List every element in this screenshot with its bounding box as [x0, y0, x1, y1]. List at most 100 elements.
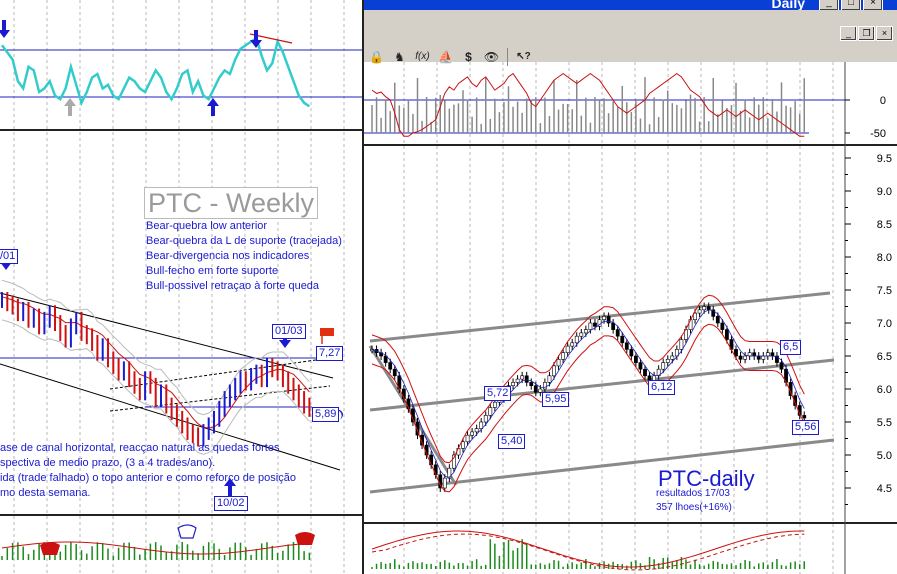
daily-envelope-lower — [371, 323, 805, 493]
daily-candle — [724, 329, 729, 340]
daily-candle — [520, 375, 525, 380]
zoom-icon[interactable]: ♞ — [394, 50, 405, 64]
daily-price-tick-label: 6.0 — [877, 384, 892, 396]
daily-candle — [415, 421, 420, 436]
daily-price-tick-label: 9.0 — [877, 186, 892, 198]
daily-candle — [734, 349, 738, 357]
weekly-date-label-bottom: 10/02 — [214, 496, 248, 511]
daily-channel-lower — [369, 438, 835, 494]
daily-price-tick-label: 4.5 — [877, 483, 892, 495]
daily-candle — [633, 355, 638, 363]
weekly-price-label-low: 5,89 — [312, 407, 340, 422]
daily-label-572: 5,72 — [484, 386, 512, 401]
weekly-note-5: Bull-possivel retraçao à forte queda — [146, 280, 320, 292]
binoculars-icon[interactable]: 👁 — [483, 50, 500, 64]
daily-candle — [543, 382, 547, 390]
sell-arrow-icon — [279, 330, 291, 348]
daily-title: PTC-daily — [658, 466, 755, 491]
daily-candle — [679, 339, 684, 350]
window-titlebar: Daily _ □ × — [364, 0, 897, 11]
daily-candle — [552, 365, 556, 377]
bull-icon — [177, 524, 197, 539]
daily-candle — [693, 312, 697, 321]
mdi-controls: _ ❐ × — [839, 23, 893, 41]
daily-candle — [593, 322, 597, 327]
daily-candle — [643, 368, 647, 377]
daily-candle — [752, 352, 757, 357]
weekly-price-label-high: 7,27 — [316, 346, 344, 361]
sell-arrow-icon — [0, 20, 10, 38]
daily-candle — [665, 358, 670, 363]
daily-candle — [574, 335, 579, 344]
weekly-oscillator-line — [0, 36, 311, 108]
daily-candle — [802, 415, 807, 419]
daily-candle — [715, 316, 720, 324]
bear-icon — [295, 532, 315, 545]
dollar-icon[interactable]: $ — [465, 50, 472, 64]
mdi-close-button[interactable]: × — [876, 26, 893, 41]
daily-candle — [624, 342, 629, 350]
toolbar-separator — [507, 48, 508, 66]
daily-candle — [615, 329, 620, 337]
weekly-date-label-mid: 01/03 — [272, 324, 306, 339]
weekly-envelope-lower — [1, 319, 310, 455]
daily-label-612: 6,12 — [648, 380, 676, 395]
daily-channel-middle — [369, 358, 835, 412]
weekly-chart-pane: PTC - Weekly Bear-quebra low anterior Be… — [0, 0, 364, 574]
daily-candle — [556, 358, 561, 367]
weekly-note-3: Bear-divergencia nos indicadores — [146, 250, 310, 262]
daily-label-65: 6,5 — [780, 340, 802, 355]
daily-candle — [488, 407, 493, 416]
daily-candle — [529, 382, 534, 386]
daily-price-tick-label: 6.5 — [877, 351, 892, 363]
buy-arrow-icon — [207, 98, 219, 116]
daily-oscillator-tick-label: 0 — [880, 95, 886, 107]
daily-candle — [524, 375, 529, 383]
daily-candle — [720, 322, 725, 330]
daily-candle — [474, 428, 479, 433]
daily-candle — [479, 421, 484, 429]
mdi-minimize-button[interactable]: _ — [840, 26, 857, 41]
daily-candle — [511, 382, 515, 386]
bear-icon — [40, 542, 60, 555]
sell-arrow-icon — [250, 30, 262, 48]
mdi-restore-button[interactable]: ❐ — [858, 26, 875, 41]
daily-candle — [706, 306, 711, 311]
daily-candle — [588, 322, 593, 330]
window-title: Daily — [771, 0, 805, 11]
weekly-bottom-note-1: ase de canal horizontal, reacçao natural… — [0, 442, 280, 454]
daily-candle — [533, 385, 538, 393]
daily-candle — [492, 401, 497, 408]
daily-candle — [547, 375, 552, 383]
daily-candle — [670, 355, 675, 360]
buy-arrow-icon — [64, 98, 76, 116]
toolbar-icons: 🔒 ♞ f(x) ⛵ $ 👁 ↖? — [367, 48, 533, 68]
help-pointer-icon[interactable]: ↖? — [516, 51, 531, 62]
daily-candle — [761, 355, 766, 360]
daily-candle — [738, 355, 743, 360]
weekly-bottom-note-4: mo desta semana. — [0, 487, 91, 499]
daily-candle — [743, 355, 748, 360]
daily-chart-window: 0 -50 9.5 9.0 8.5 8.0 7.5 7.0 6.5 6.0 5.5 5.0 4.5 Da… — [364, 0, 897, 574]
function-icon[interactable]: f(x) — [415, 51, 430, 62]
daily-candle — [638, 362, 643, 370]
daily-candle — [793, 395, 798, 406]
scale-icon[interactable]: 🔒 — [369, 50, 384, 64]
daily-chart-svg: 0 -50 9.5 9.0 8.5 8.0 7.5 7.0 6.5 6.0 5.5 5.0 4.5 — [364, 62, 897, 574]
daily-candle — [447, 467, 452, 479]
daily-candle — [697, 309, 702, 314]
daily-label-595: 5,95 — [542, 392, 570, 407]
daily-candle — [483, 415, 488, 423]
weekly-channel-lower — [0, 363, 341, 471]
cursor-icon — [338, 410, 343, 420]
daily-candle — [702, 306, 707, 311]
daily-candle — [661, 362, 666, 370]
weekly-note-1: Bear-quebra low anterior — [146, 220, 268, 232]
daily-candle — [515, 378, 520, 383]
daily-candle — [770, 352, 775, 357]
daily-subtitle-1: resultados 17/03 — [656, 488, 730, 499]
daily-label-556: 5,56 — [792, 420, 820, 435]
daily-oscillator-line — [371, 72, 805, 137]
daily-candle — [620, 335, 625, 344]
sailboat-icon[interactable]: ⛵ — [438, 50, 453, 64]
